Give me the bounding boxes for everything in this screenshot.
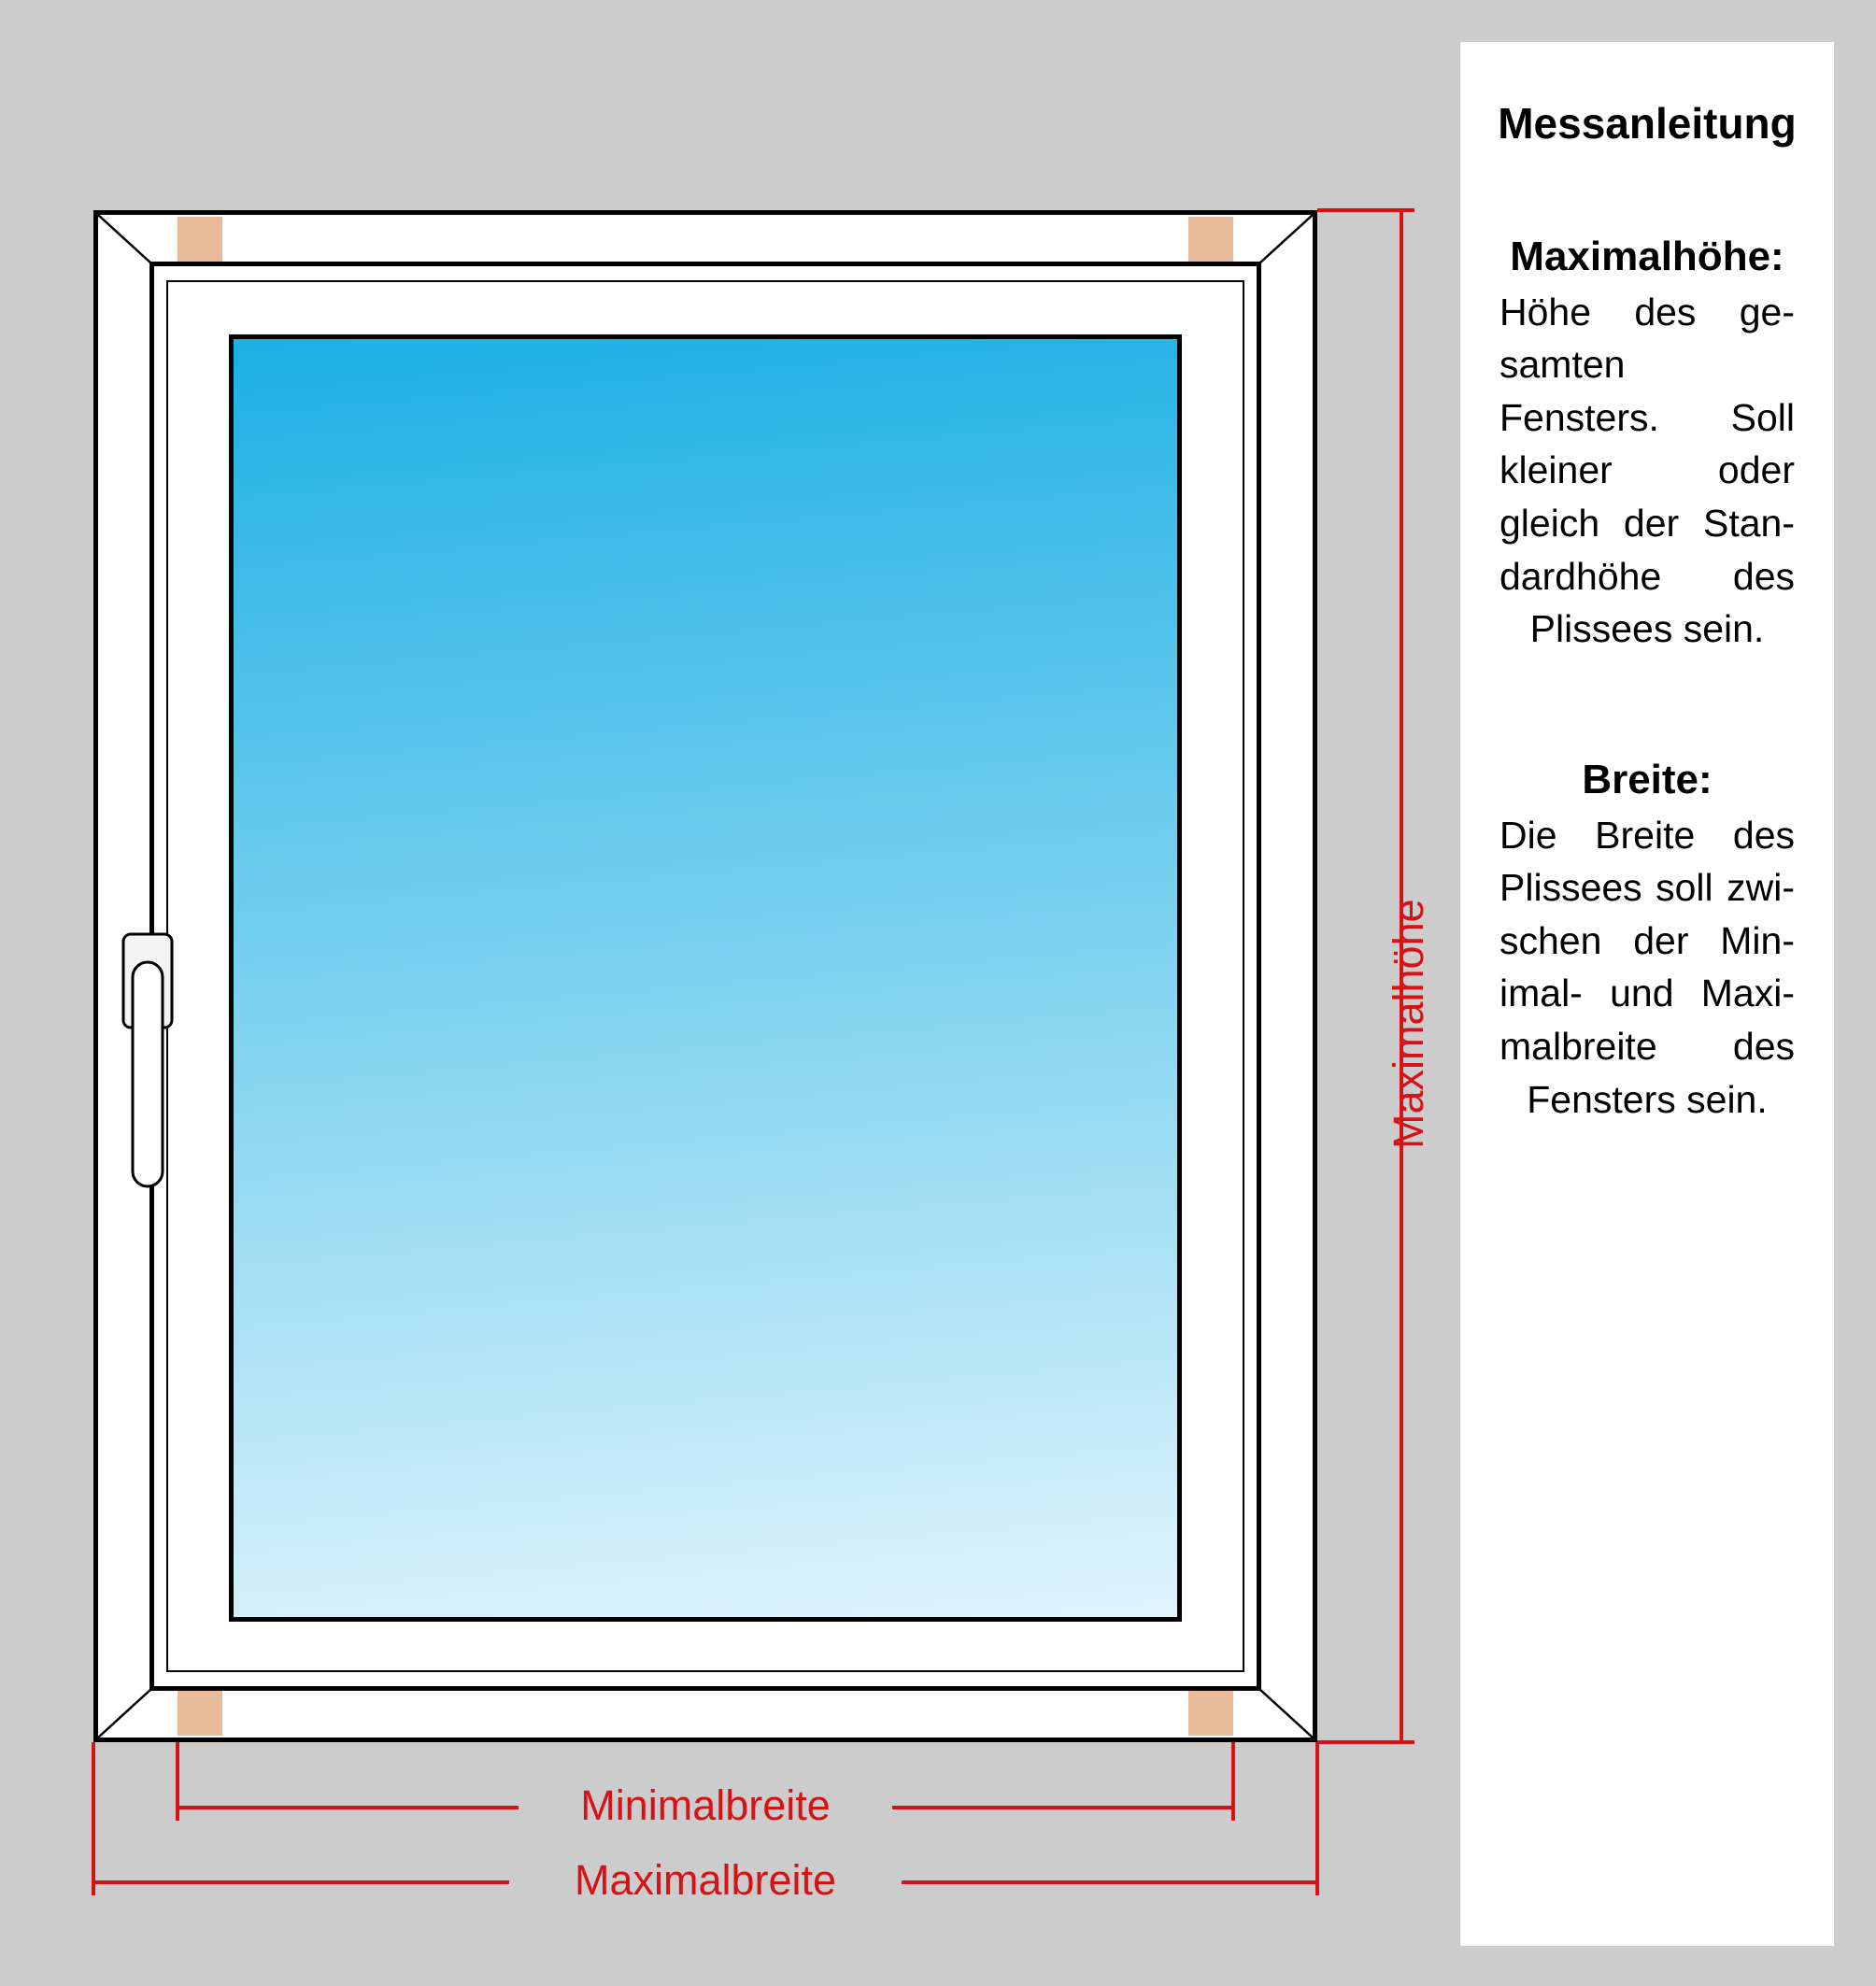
info-panel: Messanleitung Maximalhöhe:Höhe des ge­sa… (1460, 42, 1834, 1946)
info-heading: Maximalhöhe: (1499, 229, 1795, 286)
diagram-canvas: Maximalhöhe Minimalbreite Maximalbreite … (0, 0, 1876, 1986)
dim-label-max-height: Maximalhöhe (1385, 899, 1433, 1149)
info-title: Messanleitung (1460, 98, 1834, 149)
info-body: Höhe des ge­samten Fensters. Soll kleine… (1499, 286, 1795, 656)
info-block: Breite:Die Breite des Plissees soll zwi­… (1460, 752, 1834, 1126)
dim-label-max-width: Maximalbreite (93, 1856, 1317, 1905)
dim-label-min-width: Minimalbreite (178, 1781, 1233, 1830)
info-block: Maximalhöhe:Höhe des ge­samten Fensters.… (1460, 229, 1834, 656)
info-heading: Breite: (1499, 752, 1795, 809)
info-body: Die Breite des Plissees soll zwi­schen d… (1499, 809, 1795, 1126)
